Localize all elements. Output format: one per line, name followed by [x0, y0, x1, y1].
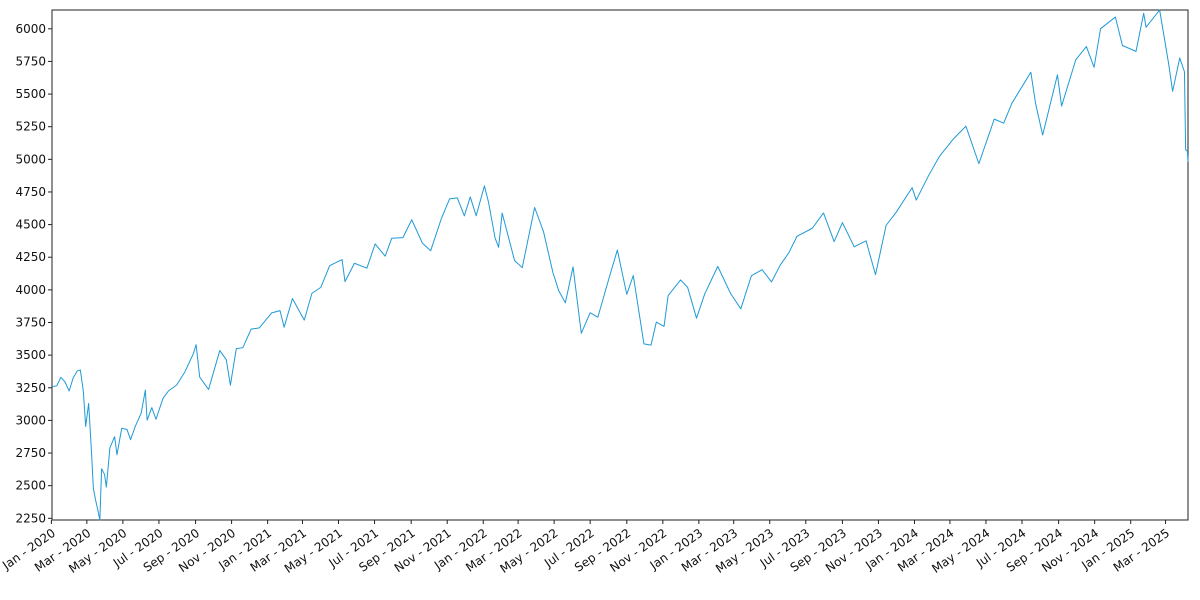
y-tick-label: 4250	[15, 250, 46, 264]
y-tick-label: 5000	[15, 152, 46, 166]
y-tick-label: 3750	[15, 316, 46, 330]
y-tick-label: 4750	[15, 185, 46, 199]
y-tick-label: 5250	[15, 120, 46, 134]
y-tick-label: 2750	[15, 446, 46, 460]
y-tick-label: 5750	[15, 54, 46, 68]
y-tick-label: 2500	[15, 479, 46, 493]
y-tick-label: 4000	[15, 283, 46, 297]
plot-frame	[51, 9, 1189, 521]
y-tick-label: 5500	[15, 87, 46, 101]
y-tick-label: 3000	[15, 413, 46, 427]
y-tick-label: 4500	[15, 218, 46, 232]
y-tick-label: 2250	[15, 511, 46, 525]
y-tick-label: 3500	[15, 348, 46, 362]
y-tick-label: 6000	[15, 22, 46, 36]
series-line-0	[51, 9, 1189, 521]
y-tick-label: 3250	[15, 381, 46, 395]
